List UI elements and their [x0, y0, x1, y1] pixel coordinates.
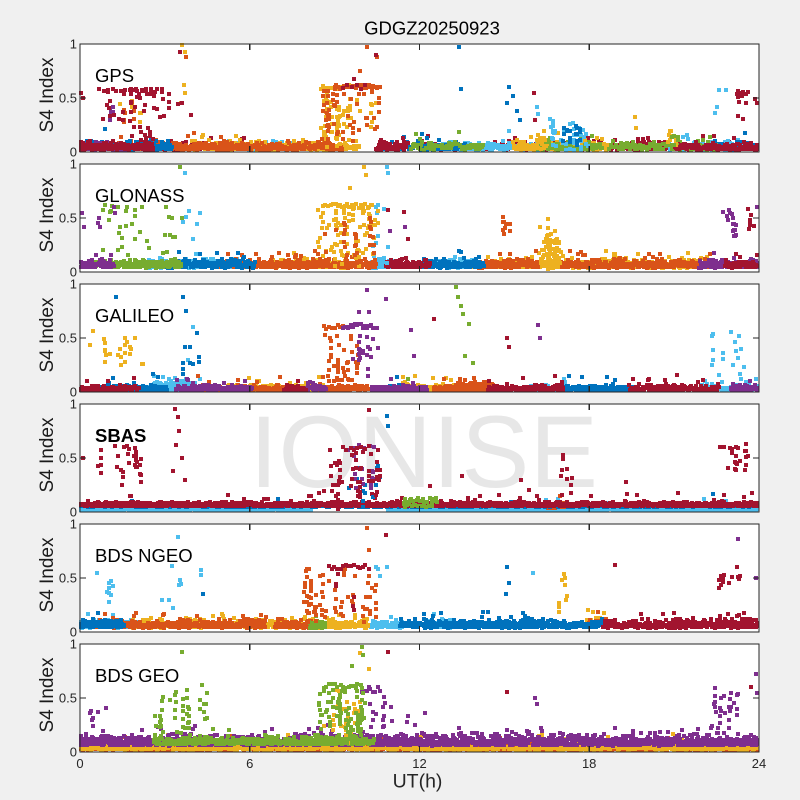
svg-text:1: 1 [70, 517, 77, 532]
svg-text:1: 1 [70, 37, 77, 52]
svg-text:GALILEO: GALILEO [95, 305, 174, 326]
svg-text:0: 0 [76, 756, 83, 771]
svg-text:0: 0 [70, 265, 77, 280]
svg-text:0.5: 0.5 [59, 571, 77, 586]
svg-text:0.5: 0.5 [59, 451, 77, 466]
svg-text:IONISE: IONISE [250, 395, 599, 509]
svg-text:S4 Index: S4 Index [37, 57, 58, 132]
svg-text:UT(h): UT(h) [393, 771, 443, 793]
svg-text:1: 1 [70, 637, 77, 652]
svg-text:0.5: 0.5 [59, 331, 77, 346]
svg-text:0: 0 [70, 385, 77, 400]
svg-text:1: 1 [70, 277, 77, 292]
svg-text:0: 0 [70, 505, 77, 520]
svg-text:BDS NGEO: BDS NGEO [95, 545, 193, 566]
svg-text:GLONASS: GLONASS [95, 185, 184, 206]
svg-text:SBAS: SBAS [95, 425, 146, 446]
svg-text:0: 0 [70, 625, 77, 640]
svg-text:0.5: 0.5 [59, 91, 77, 106]
svg-text:GPS: GPS [95, 65, 134, 86]
svg-text:1: 1 [70, 397, 77, 412]
svg-text:GDGZ20250923: GDGZ20250923 [364, 18, 500, 39]
svg-text:0.5: 0.5 [59, 211, 77, 226]
svg-text:S4 Index: S4 Index [37, 177, 58, 252]
svg-text:S4 Index: S4 Index [37, 297, 58, 372]
svg-text:0: 0 [70, 145, 77, 160]
svg-text:S4 Index: S4 Index [37, 417, 58, 492]
svg-text:1: 1 [70, 157, 77, 172]
svg-text:S4 Index: S4 Index [37, 537, 58, 612]
svg-text:18: 18 [582, 756, 596, 771]
svg-text:12: 12 [412, 756, 426, 771]
svg-text:0.5: 0.5 [59, 691, 77, 706]
svg-text:S4 Index: S4 Index [37, 657, 58, 732]
svg-text:BDS GEO: BDS GEO [95, 665, 179, 686]
svg-text:0: 0 [70, 745, 77, 760]
svg-text:6: 6 [246, 756, 253, 771]
svg-text:24: 24 [752, 756, 766, 771]
